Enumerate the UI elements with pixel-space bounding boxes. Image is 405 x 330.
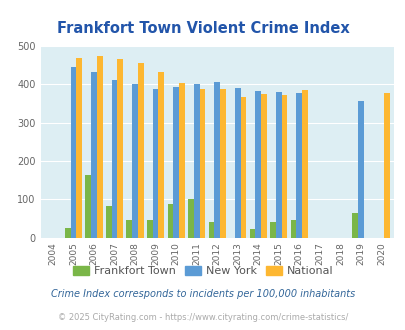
Bar xyxy=(76,58,82,238)
Bar xyxy=(97,56,102,238)
Bar xyxy=(214,82,220,238)
Bar xyxy=(193,84,199,238)
Bar xyxy=(179,82,184,238)
Legend: Frankfort Town, New York, National: Frankfort Town, New York, National xyxy=(68,261,337,280)
Bar xyxy=(296,93,301,238)
Bar xyxy=(138,63,143,238)
Bar xyxy=(234,87,240,238)
Bar xyxy=(249,229,255,238)
Bar xyxy=(117,59,123,238)
Bar xyxy=(301,90,307,238)
Bar xyxy=(111,80,117,238)
Bar xyxy=(147,220,152,238)
Bar xyxy=(126,220,132,238)
Bar xyxy=(70,67,76,238)
Bar xyxy=(188,199,193,238)
Bar xyxy=(270,221,275,238)
Bar xyxy=(85,175,91,238)
Bar xyxy=(357,101,363,238)
Bar xyxy=(65,228,70,238)
Bar xyxy=(208,221,214,238)
Bar xyxy=(240,97,246,238)
Bar xyxy=(260,94,266,238)
Bar xyxy=(281,95,287,238)
Bar xyxy=(352,214,357,238)
Text: Frankfort Town Violent Crime Index: Frankfort Town Violent Crime Index xyxy=(56,21,349,36)
Bar xyxy=(106,206,111,238)
Bar xyxy=(384,92,389,238)
Text: © 2025 CityRating.com - https://www.cityrating.com/crime-statistics/: © 2025 CityRating.com - https://www.city… xyxy=(58,313,347,322)
Bar xyxy=(275,92,281,238)
Bar xyxy=(290,220,296,238)
Bar xyxy=(91,72,97,238)
Bar xyxy=(158,72,164,238)
Bar xyxy=(152,89,158,238)
Bar xyxy=(255,91,260,238)
Bar xyxy=(220,89,225,238)
Bar xyxy=(167,204,173,238)
Bar xyxy=(173,87,179,238)
Bar xyxy=(132,84,138,238)
Bar xyxy=(199,89,205,238)
Text: Crime Index corresponds to incidents per 100,000 inhabitants: Crime Index corresponds to incidents per… xyxy=(51,289,354,299)
